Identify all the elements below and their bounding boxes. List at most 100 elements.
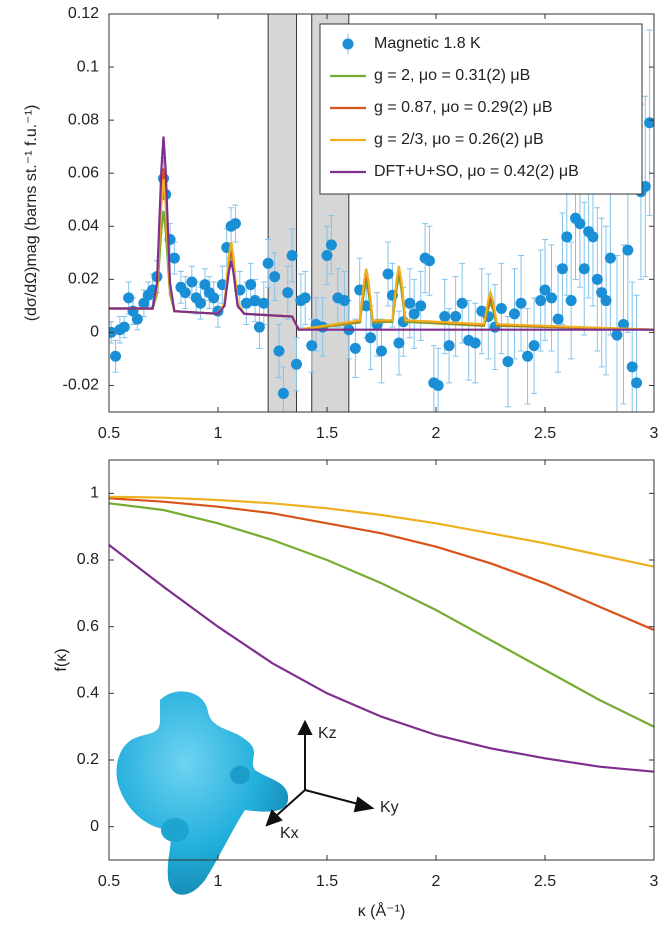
data-point — [495, 303, 507, 315]
y-tick-label: 0.8 — [77, 551, 99, 568]
data-point — [290, 358, 302, 370]
data-point — [277, 387, 289, 399]
data-point — [591, 273, 603, 285]
data-point — [423, 255, 435, 267]
y-tick-label: 0 — [90, 818, 99, 835]
y-axis-label: f(κ) — [53, 648, 70, 671]
data-point — [382, 268, 394, 280]
curve — [109, 497, 654, 632]
inset-label: Kx — [280, 825, 299, 842]
y-tick-label: 0.02 — [68, 271, 99, 288]
y-tick-label: 0 — [90, 324, 99, 341]
y-tick-label: 0.2 — [77, 751, 99, 768]
data-point — [546, 292, 558, 304]
data-point — [456, 297, 468, 309]
data-point — [552, 313, 564, 325]
x-tick-label: 0.5 — [98, 873, 120, 890]
data-point — [617, 318, 629, 330]
data-point — [404, 297, 416, 309]
inset-axes — [265, 719, 375, 827]
data-point — [349, 342, 361, 354]
y-tick-label: 0.4 — [77, 685, 99, 702]
data-point — [535, 295, 547, 307]
data-point — [393, 337, 405, 349]
y-tick-label: 0.1 — [77, 58, 99, 75]
legend-label: g = 0.87, μo = 0.29(2) μB — [374, 99, 553, 116]
data-point — [432, 379, 444, 391]
data-point — [365, 332, 377, 344]
x-tick-label: 2.5 — [534, 425, 556, 442]
data-point — [408, 308, 420, 320]
y-tick-label: 0.08 — [68, 111, 99, 128]
inset-label: Kz — [318, 725, 337, 742]
data-point — [587, 231, 599, 243]
data-point — [208, 292, 220, 304]
legend-box — [319, 23, 643, 195]
data-point — [269, 271, 281, 283]
data-point — [528, 340, 540, 352]
data-point — [539, 284, 551, 296]
data-point — [258, 297, 270, 309]
data-point — [282, 287, 294, 299]
data-point — [179, 287, 191, 299]
data-point — [245, 279, 257, 291]
data-point — [443, 340, 455, 352]
y-axis-label: (dσ/dΩ)mag (barns st.⁻¹ f.u.⁻¹) — [23, 105, 40, 322]
y-tick-label: 0.04 — [68, 217, 99, 234]
y-tick-label: 0.12 — [68, 5, 99, 22]
curve — [109, 178, 654, 331]
x-axis-label: κ (Å⁻¹) — [358, 901, 406, 920]
plot-area — [109, 495, 654, 773]
x-tick-label: 1.5 — [316, 425, 338, 442]
data-point — [450, 310, 462, 322]
data-point — [240, 297, 252, 309]
data-point — [376, 345, 387, 357]
legend-label: DFT+U+SO, μo = 0.42(2) μB — [374, 163, 579, 180]
data-point — [631, 377, 643, 389]
y-tick-label: 0.06 — [68, 164, 99, 181]
x-tick-label: 3 — [650, 425, 659, 442]
excluded-region — [267, 14, 297, 412]
data-point — [118, 321, 130, 333]
data-point — [131, 313, 143, 325]
data-point — [565, 295, 577, 307]
curve — [109, 544, 654, 773]
data-point — [626, 361, 638, 373]
data-point — [338, 295, 350, 307]
data-point — [522, 350, 534, 362]
axes-box — [108, 459, 655, 861]
data-point — [286, 249, 298, 261]
x-tick-label: 2.5 — [534, 873, 556, 890]
legend-label: g = 2, μo = 0.31(2) μB — [374, 67, 530, 84]
data-point — [110, 350, 122, 362]
curve — [109, 136, 654, 331]
data-point — [249, 295, 261, 307]
data-point — [439, 310, 451, 322]
data-point — [574, 218, 586, 230]
data-point — [508, 308, 520, 320]
x-tick-label: 1 — [214, 873, 223, 890]
data-point — [611, 329, 623, 341]
orbital-shape — [116, 691, 289, 895]
data-point — [604, 252, 616, 264]
data-point — [168, 252, 180, 264]
x-tick-label: 2 — [432, 873, 441, 890]
data-point — [600, 295, 612, 307]
data-point — [639, 180, 651, 192]
data-point — [415, 300, 427, 312]
axes-box — [108, 13, 655, 413]
legend: Magnetic 1.8 K g = 2, μo = 0.31(2) μB g = … — [319, 23, 643, 195]
y-tick-label: 1 — [90, 485, 99, 502]
data-point — [644, 117, 654, 129]
curve — [109, 502, 654, 728]
data-point — [556, 263, 568, 275]
data-point — [306, 340, 318, 352]
data-point — [321, 249, 333, 261]
data-point — [622, 244, 634, 256]
curve — [109, 495, 654, 568]
data-point — [186, 276, 198, 288]
x-tick-label: 2 — [432, 425, 441, 442]
data-point — [469, 337, 481, 349]
data-point — [195, 297, 207, 309]
